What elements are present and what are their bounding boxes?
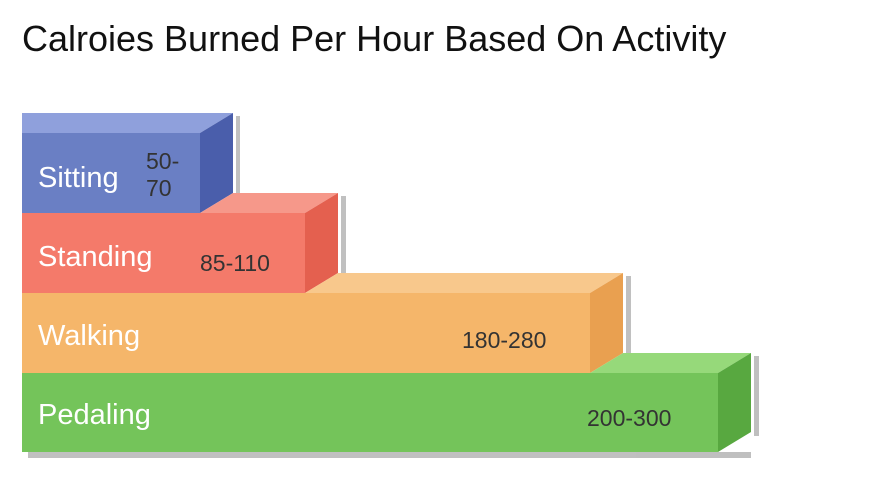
bar-walking [22,273,623,373]
activity-label: Pedaling [38,399,151,431]
activity-label: Standing [38,241,153,273]
range-label: 200-300 [587,405,672,431]
bar-pedaling [22,353,751,452]
shadows [28,116,759,458]
range-label: 180-280 [462,327,547,353]
range-label: 50-70 [146,148,180,201]
bar-sitting [22,113,233,213]
activity-label: Sitting [38,162,119,194]
activity-label: Walking [38,320,141,352]
range-label: 85-110 [200,250,270,276]
bar-standing [22,193,338,293]
title: Calroies Burned Per Hour Based On Activi… [22,18,727,59]
